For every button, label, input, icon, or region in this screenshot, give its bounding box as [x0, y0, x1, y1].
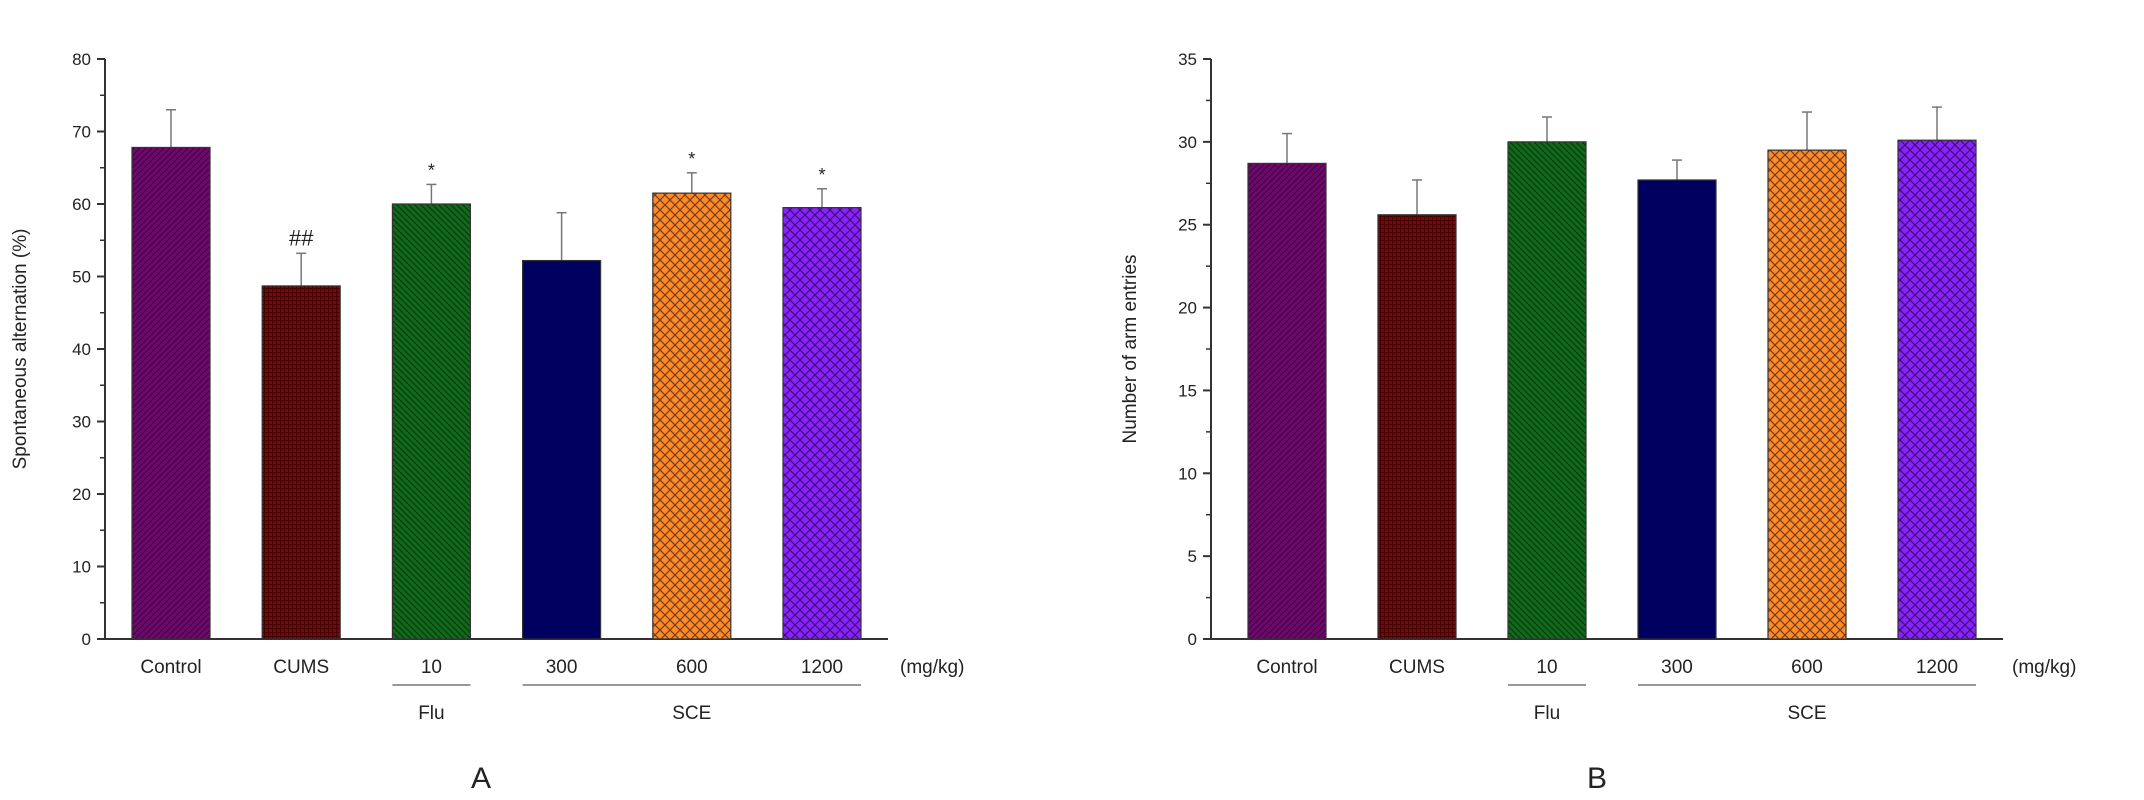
bar-10: [1507, 141, 1587, 640]
x-tick-label: 600: [1791, 657, 1823, 678]
unit-label: (mg/kg): [2012, 657, 2076, 678]
bar-600: [652, 192, 732, 640]
group-label: SCE: [672, 703, 711, 724]
x-tick-label: 1200: [801, 657, 843, 678]
panel-label: A: [471, 762, 491, 795]
significance-mark: *: [688, 149, 695, 169]
x-tick-label: 10: [421, 657, 442, 678]
y-tick-label: 15: [1178, 381, 1197, 400]
y-tick-label: 30: [72, 413, 91, 432]
y-tick-label: 0: [82, 630, 91, 649]
bar-300: [521, 259, 602, 640]
chart-panel-b: 0 5 10 15 20 25 30 35 Number of arm entries Contr…: [1120, 50, 2076, 795]
significance-mark: ##: [289, 225, 314, 250]
significance-mark: *: [818, 165, 825, 185]
y-tick-label: 40: [72, 340, 91, 359]
bar-1200: [782, 207, 862, 640]
y-tick-label: 20: [72, 485, 91, 504]
bar-1200: [1897, 139, 1977, 640]
y-tick-label: 50: [72, 268, 91, 287]
x-tick-label: CUMS: [1389, 657, 1445, 678]
significance-mark: *: [428, 160, 435, 180]
x-tick-label: 300: [1661, 657, 1693, 678]
x-tick-label: Control: [140, 657, 201, 678]
bar-300: [1637, 179, 1717, 640]
chart-panel-a: 0 10 20 30 40 50 60 70 80 Spontaneous alternation…: [10, 50, 964, 795]
x-tick-label: 10: [1536, 657, 1557, 678]
y-axis-label: Number of arm entries: [1120, 254, 1141, 443]
y-tick-label: 0: [1188, 630, 1197, 649]
group-label: SCE: [1787, 703, 1826, 724]
group-label: Flu: [1534, 703, 1560, 724]
y-tick-label: 10: [72, 558, 91, 577]
x-tick-label: 300: [546, 657, 578, 678]
group-label: Flu: [418, 703, 444, 724]
bar-600: [1767, 149, 1847, 640]
x-tick-label: 1200: [1916, 657, 1958, 678]
bar-10: [391, 203, 471, 640]
y-tick-label: 35: [1178, 50, 1197, 69]
y-tick-label: 80: [72, 50, 91, 69]
y-tick-label: 70: [72, 123, 91, 142]
panel-label: B: [1587, 762, 1607, 795]
bar-cums: [261, 285, 341, 640]
y-tick-label: 30: [1178, 133, 1197, 152]
bar-control: [131, 146, 211, 640]
bar-cums: [1377, 214, 1457, 640]
y-tick-label: 20: [1178, 299, 1197, 318]
y-tick-label: 60: [72, 195, 91, 214]
y-tick-label: 5: [1188, 547, 1197, 566]
bar-control: [1247, 162, 1327, 640]
y-axis-label: Spontaneous alternation (%): [10, 229, 31, 470]
x-tick-label: CUMS: [273, 657, 329, 678]
y-tick-label: 10: [1178, 464, 1197, 483]
x-tick-label: 600: [676, 657, 708, 678]
y-tick-label: 25: [1178, 216, 1197, 235]
x-tick-label: Control: [1256, 657, 1317, 678]
unit-label: (mg/kg): [900, 657, 964, 678]
